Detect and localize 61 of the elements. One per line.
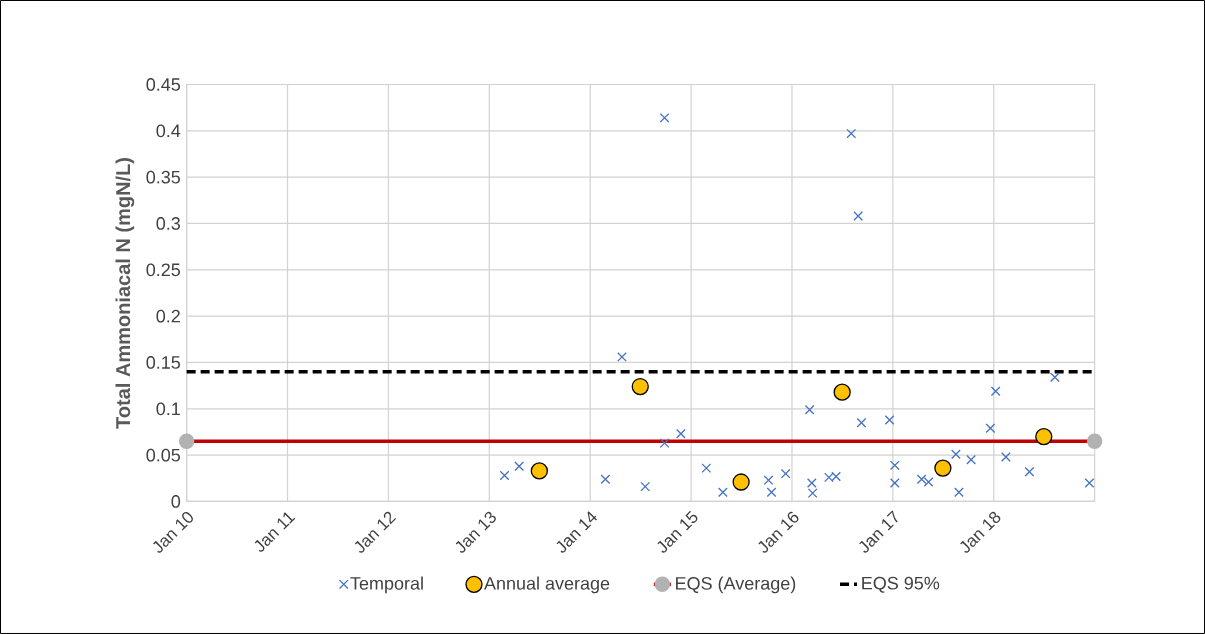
y-tick-label: 0.25 bbox=[146, 263, 181, 277]
point bbox=[717, 487, 728, 498]
y-tick-label: 0.1 bbox=[156, 402, 180, 416]
point bbox=[701, 463, 712, 474]
x-tick-label: Jan 15 bbox=[657, 510, 698, 553]
x-tick-label: Jan 13 bbox=[455, 511, 496, 553]
point bbox=[804, 404, 815, 415]
legend-label: EQS (Average) bbox=[676, 576, 796, 594]
point bbox=[631, 377, 649, 396]
point bbox=[985, 423, 996, 434]
point bbox=[659, 112, 670, 123]
point bbox=[600, 474, 611, 485]
point bbox=[530, 462, 548, 480]
point bbox=[889, 478, 900, 488]
y-tick-label: 0.3 bbox=[156, 217, 180, 230]
x-tick-label: Jan 16 bbox=[758, 511, 799, 553]
point bbox=[659, 438, 670, 448]
point bbox=[833, 383, 851, 401]
y-axis-title: Total Ammoniacal N (mgN/L) bbox=[115, 158, 135, 429]
point bbox=[514, 461, 525, 472]
point bbox=[856, 417, 867, 428]
x-tick-label: Jan 10 bbox=[153, 511, 193, 553]
x-tick-label: Jan 14 bbox=[556, 511, 597, 553]
point bbox=[846, 128, 857, 139]
point bbox=[1035, 427, 1053, 446]
point bbox=[1049, 372, 1060, 383]
point bbox=[934, 459, 952, 477]
point bbox=[617, 352, 627, 362]
y-tick-label: 0.05 bbox=[146, 448, 181, 462]
point bbox=[1084, 478, 1095, 488]
y-tick-label: 0.45 bbox=[146, 78, 181, 91]
y-tick-label: 0.35 bbox=[146, 170, 181, 184]
point bbox=[806, 478, 817, 488]
legend-label: EQS 95% bbox=[862, 576, 940, 593]
x-tick-label: Jan 18 bbox=[960, 511, 1001, 553]
point bbox=[951, 449, 961, 460]
point bbox=[763, 475, 774, 486]
y-tick-label: 0 bbox=[171, 495, 181, 508]
point bbox=[966, 454, 976, 465]
point bbox=[732, 473, 750, 491]
point bbox=[1024, 466, 1035, 477]
point bbox=[1001, 452, 1011, 462]
point bbox=[499, 470, 510, 481]
y-tick-label: 0.2 bbox=[156, 309, 180, 323]
point bbox=[990, 386, 1001, 397]
point bbox=[807, 488, 818, 499]
point bbox=[853, 211, 864, 221]
point bbox=[780, 468, 791, 479]
point bbox=[884, 415, 895, 425]
x-tick-label: Jan 17 bbox=[859, 510, 898, 553]
point bbox=[640, 481, 651, 492]
y-tick-label: 0.15 bbox=[146, 356, 181, 369]
legend-label: Annual average bbox=[484, 576, 610, 594]
x-tick-label: Jan 12 bbox=[354, 511, 397, 553]
point bbox=[766, 487, 777, 498]
point bbox=[889, 460, 900, 471]
y-tick-label: 0.4 bbox=[156, 124, 181, 138]
legend-label: Temporal bbox=[350, 576, 423, 594]
point bbox=[675, 428, 686, 439]
x-tick-label: Jan 11 bbox=[254, 512, 296, 552]
point bbox=[954, 487, 964, 498]
